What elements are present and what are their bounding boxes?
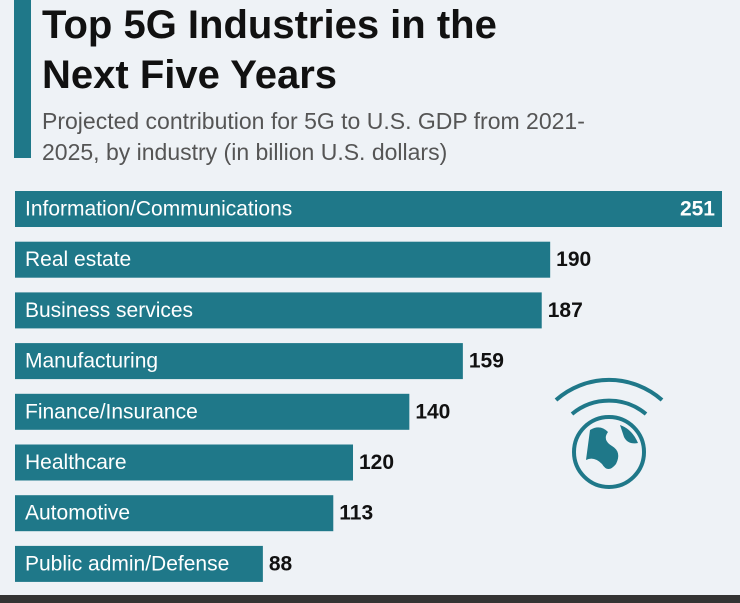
value-label: 120 [359, 451, 394, 474]
bar [15, 241, 551, 278]
accent-bar [14, 0, 31, 158]
bar [15, 292, 542, 329]
category-label: Manufacturing [25, 350, 158, 373]
bar [15, 343, 463, 380]
bar [15, 545, 263, 582]
chart-subtitle: Projected contribution for 5G to U.S. GD… [42, 108, 585, 165]
category-label: Automotive [25, 502, 130, 525]
value-label: 159 [469, 350, 504, 373]
category-label: Real estate [25, 248, 131, 271]
category-label: Finance/Insurance [25, 400, 198, 423]
category-label: Public admin/Defense [25, 552, 229, 575]
bar [15, 444, 354, 481]
value-label: 190 [556, 248, 591, 271]
value-label: 251 [680, 198, 715, 221]
value-label: 113 [339, 502, 373, 525]
bar [15, 393, 410, 430]
chart-title: Top 5G Industries in the Next Five Years [42, 3, 497, 97]
footer-strip [0, 595, 740, 603]
bar [15, 191, 722, 227]
value-label: 187 [548, 299, 583, 322]
value-label: 88 [269, 552, 293, 575]
category-label: Information/Communications [25, 198, 292, 221]
category-label: Business services [25, 299, 193, 322]
value-label: 140 [415, 400, 450, 423]
category-label: Healthcare [25, 451, 127, 474]
globe-icon [554, 377, 664, 489]
bar [15, 495, 334, 532]
